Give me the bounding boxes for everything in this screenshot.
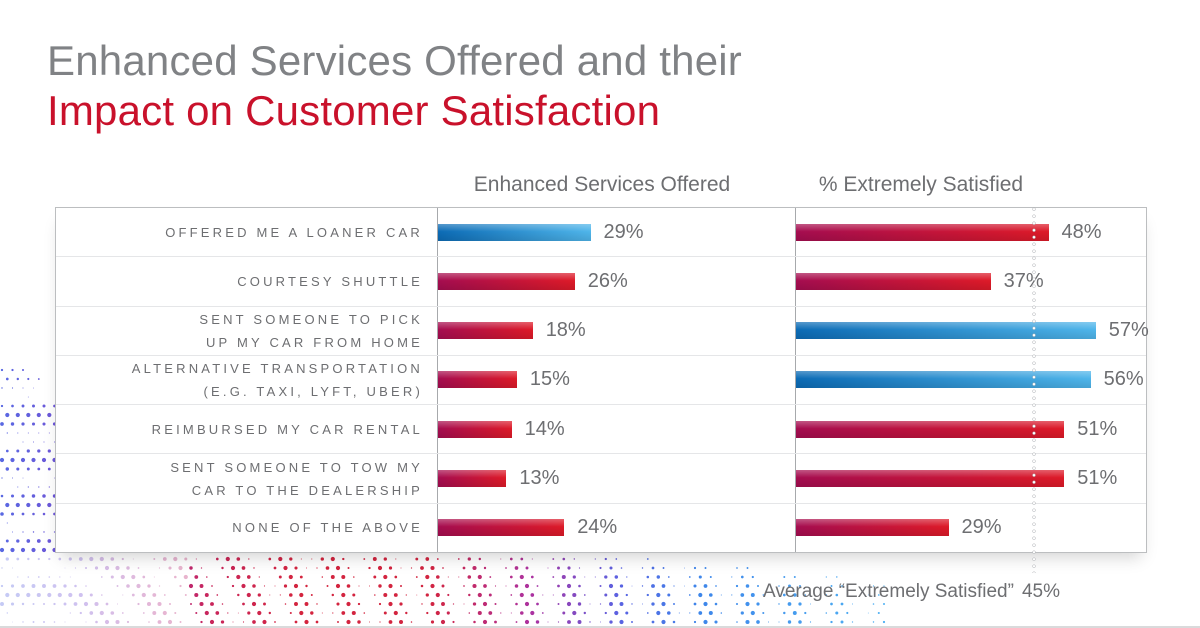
satisfied-bar-cell: 57% [796,307,1149,355]
satisfied-value: 51% [1077,467,1118,490]
table-row: REIMBURSED MY CAR RENTAL 14% 51% [56,405,1146,455]
row-label: COURTESY SHUTTLE [56,257,438,306]
satisfied-bar-cell: 29% [796,504,1146,552]
satisfied-bar [796,223,1049,241]
row-label-line: REIMBURSED MY CAR RENTAL [151,421,423,437]
services-bar [438,371,517,389]
services-value: 14% [524,417,565,440]
satisfied-value: 48% [1061,220,1102,243]
bottom-edge-line [0,626,1200,628]
satisfied-bar-cell: 37% [796,257,1146,305]
satisfied-bar [796,371,1091,389]
satisfied-bar-cell: 56% [796,356,1146,404]
row-label-line: ALTERNATIVE TRANSPORTATION [131,360,423,376]
satisfied-bar-cell: 51% [796,454,1146,502]
services-bar [438,223,591,241]
services-bar-cell: 13% [438,454,796,503]
table-row: SENT SOMEONE TO TOW MY CAR TO THE DEALERS… [56,454,1146,504]
services-bar-cell: 26% [438,257,796,306]
services-bar [438,470,507,488]
row-label-line: UP MY CAR FROM HOME [205,334,423,350]
services-value: 24% [577,516,618,539]
row-label: OFFERED ME A LOANER CAR [56,208,438,257]
services-bar-cell: 29% [438,208,796,257]
row-label-line: (E.G. TAXI, LYFT, UBER) [203,383,423,399]
average-footnote-label: Average “Extremely Satisfied” [762,581,1014,602]
row-label-line: OFFERED ME A LOANER CAR [165,224,423,240]
services-bar [438,420,512,438]
services-bar [438,322,533,340]
row-label-line: CAR TO THE DEALERSHIP [191,482,423,498]
row-label: SENT SOMEONE TO PICK UP MY CAR FROM HOME [56,306,438,355]
services-bar [438,519,565,537]
services-value: 15% [529,368,570,391]
services-value: 13% [519,467,560,490]
column-header-services: Enhanced Services Offered [473,173,731,196]
services-value: 18% [545,319,586,342]
title-line-2: Impact on Customer Satisfaction [47,87,661,134]
table-row: SENT SOMEONE TO PICK UP MY CAR FROM HOME … [56,306,1149,356]
table-row: NONE OF THE ABOVE 24% 29% [56,503,1146,552]
services-value: 26% [587,269,628,292]
satisfied-value: 51% [1077,417,1118,440]
services-bar-cell: 18% [438,306,796,355]
services-bar-cell: 14% [438,405,796,454]
row-label: SENT SOMEONE TO TOW MY CAR TO THE DEALERS… [56,454,438,503]
satisfied-bar [796,519,949,537]
services-bar-cell: 24% [438,503,796,552]
services-bar-cell: 15% [438,355,796,405]
satisfied-bar [796,322,1096,340]
average-footnote: Average “Extremely Satisfied” 45% [700,581,1060,603]
table-row: ALTERNATIVE TRANSPORTATION (E.G. TAXI, LY… [56,355,1146,406]
row-label: NONE OF THE ABOVE [56,503,438,552]
satisfied-value: 57% [1108,319,1149,342]
chart-table: OFFERED ME A LOANER CAR 29% 48% COURTESY… [55,207,1149,553]
average-footnote-value: 45% [1021,581,1060,602]
row-label-line: SENT SOMEONE TO PICK [199,311,423,327]
row-label: REIMBURSED MY CAR RENTAL [56,405,438,454]
satisfied-bar-cell: 51% [796,405,1146,453]
page-title: Enhanced Services Offered and their Impa… [47,36,742,136]
row-label: ALTERNATIVE TRANSPORTATION (E.G. TAXI, LY… [56,355,438,405]
satisfied-bar-cell: 48% [796,208,1146,256]
table-row: OFFERED ME A LOANER CAR 29% 48% [56,208,1146,258]
satisfied-value: 56% [1103,368,1144,391]
services-bar [438,272,575,290]
satisfied-value: 29% [961,516,1002,539]
row-label-line: NONE OF THE ABOVE [232,520,423,536]
satisfied-bar [796,420,1065,438]
satisfied-value: 37% [1003,269,1044,292]
column-header-satisfied: % Extremely Satisfied [818,173,1024,196]
satisfied-bar [796,470,1065,488]
title-line-1: Enhanced Services Offered and their [47,37,742,84]
services-value: 29% [603,220,644,243]
row-label-line: SENT SOMEONE TO TOW MY [170,459,423,475]
row-label-line: COURTESY SHUTTLE [237,273,423,289]
satisfied-bar [796,272,991,290]
table-row: COURTESY SHUTTLE 26% 37% [56,257,1146,307]
